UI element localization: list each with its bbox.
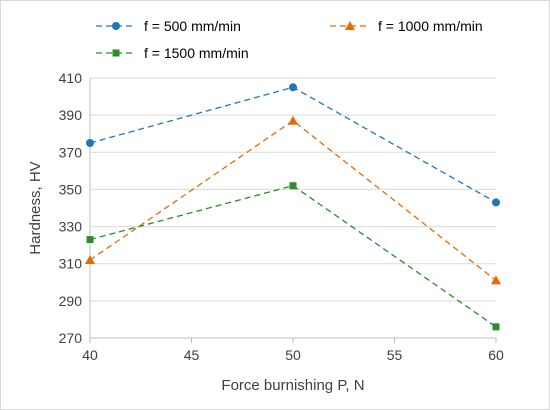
data-point bbox=[85, 255, 95, 264]
series-3 bbox=[86, 182, 500, 331]
data-series bbox=[85, 83, 501, 331]
legend-entry: f = 500 mm/min bbox=[96, 18, 241, 34]
y-tick-label: 350 bbox=[59, 181, 83, 197]
data-point bbox=[289, 182, 297, 190]
y-tick-label: 410 bbox=[59, 70, 83, 86]
x-tick-label: 55 bbox=[387, 347, 403, 363]
x-tick-label: 45 bbox=[184, 347, 200, 363]
y-tick-label: 290 bbox=[59, 293, 83, 309]
x-tick-label: 60 bbox=[488, 347, 504, 363]
series-2 bbox=[85, 115, 501, 285]
x-tick-label: 40 bbox=[82, 347, 98, 363]
y-tick-label: 330 bbox=[59, 219, 83, 235]
y-tick-label: 310 bbox=[59, 256, 83, 272]
y-tick-label: 270 bbox=[59, 330, 83, 346]
y-tick-label: 390 bbox=[59, 107, 83, 123]
data-point bbox=[288, 115, 298, 125]
y-axis-title: Hardness, HV bbox=[27, 161, 44, 254]
x-axis-ticks: 40 45 50 55 60 bbox=[82, 338, 504, 363]
legend-entry: f = 1000 mm/min bbox=[330, 18, 483, 34]
x-tick-label: 50 bbox=[285, 347, 301, 363]
data-point bbox=[86, 139, 94, 147]
data-point bbox=[492, 323, 500, 331]
legend-entry: f = 1500 mm/min bbox=[96, 45, 249, 61]
series-line bbox=[89, 119, 497, 281]
x-axis-title: Force burnishing P, N bbox=[221, 377, 364, 394]
series-1 bbox=[86, 83, 500, 207]
legend-label: f = 1500 mm/min bbox=[144, 45, 249, 61]
data-point bbox=[491, 275, 501, 285]
series-line bbox=[89, 185, 497, 328]
y-tick-label: 370 bbox=[59, 144, 83, 160]
legend: f = 500 mm/min f = 1000 mm/min f = 1500 mm… bbox=[96, 18, 483, 61]
legend-label: f = 500 mm/min bbox=[144, 18, 241, 34]
legend-marker bbox=[345, 21, 355, 30]
data-point bbox=[492, 198, 500, 207]
data-point bbox=[86, 236, 94, 244]
gridlines bbox=[89, 77, 496, 339]
data-point bbox=[289, 83, 297, 92]
legend-marker bbox=[112, 49, 120, 57]
legend-label: f = 1000 mm/min bbox=[378, 18, 483, 34]
y-axis-ticks: 270 290 310 330 350 370 390 410 bbox=[59, 70, 83, 346]
legend-marker bbox=[112, 22, 120, 30]
